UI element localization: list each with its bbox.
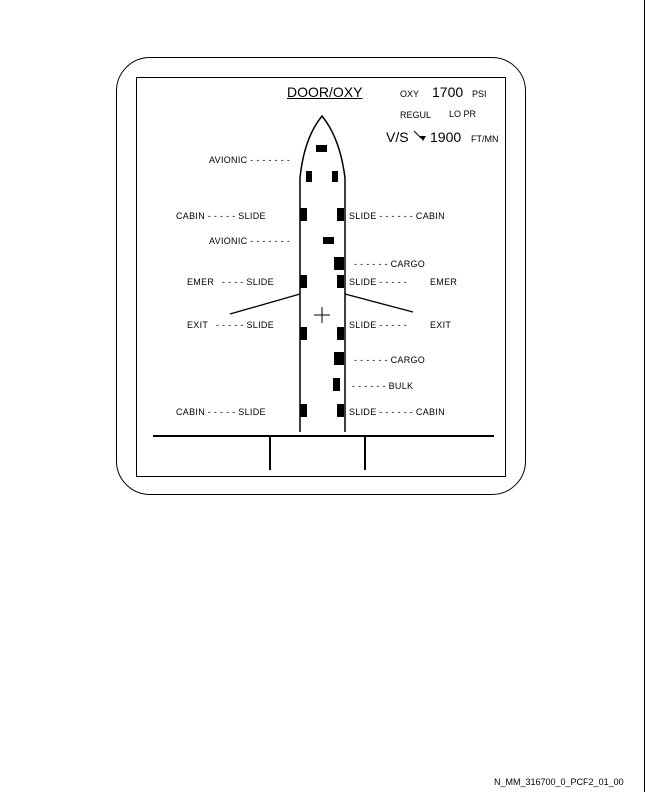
exit-right-door — [337, 327, 344, 340]
label-cabin-fwd-left: CABIN - - - - - SLIDE — [176, 211, 266, 221]
oxy-label: OXY — [400, 89, 420, 99]
regul-value: LO PR — [449, 109, 477, 119]
emer-left-door — [300, 275, 307, 288]
vs-label: V/S — [386, 129, 409, 145]
label-avionic-lower: AVIONIC - - - - - - - — [209, 236, 291, 246]
label-cabin-fwd-right: SLIDE - - - - - - CABIN — [349, 211, 445, 221]
cabin-fwd-left-door — [300, 208, 307, 221]
page-title: DOOR/OXY — [287, 84, 363, 100]
display-bezel — [116, 57, 526, 495]
vs-unit: FT/MN — [471, 134, 499, 144]
label-exit-right: EXIT — [430, 320, 452, 330]
left-wing — [229, 293, 301, 315]
emer-right-door — [337, 275, 344, 288]
exit-left-door — [300, 327, 307, 340]
label-bulk: - - - - - - BULK — [352, 381, 414, 391]
cargo-aft-door — [334, 352, 344, 365]
fuselage-outline — [299, 114, 346, 432]
cargo-fwd-door — [334, 257, 344, 270]
label-exit-left: EXIT — [187, 320, 209, 330]
vs-value: 1900 — [430, 129, 462, 145]
right-wing — [344, 293, 414, 313]
regul-label: REGUL — [400, 110, 432, 120]
vs-trend-arrow-head — [420, 136, 426, 141]
label-avionic-upper: AVIONIC - - - - - - - — [209, 155, 291, 165]
bulk-door — [333, 378, 340, 391]
display-screen — [136, 77, 506, 477]
label-emer-right: EMER — [430, 277, 458, 287]
label-emer-slide-left: - - - - SLIDE — [222, 277, 274, 287]
cabin-aft-right-door — [337, 404, 344, 417]
label-cargo-aft: - - - - - - CARGO — [354, 355, 426, 365]
page-edge-line — [644, 0, 645, 792]
label-cabin-aft-right: SLIDE - - - - - - CABIN — [349, 407, 445, 417]
label-slide-emer-right: SLIDE - - - - - — [349, 277, 407, 287]
avionic-door-lower — [323, 237, 334, 244]
label-exit-slide-left: - - - - - SLIDE — [216, 320, 274, 330]
label-cabin-aft-left: CABIN - - - - - SLIDE — [176, 407, 266, 417]
oxy-unit: PSI — [472, 89, 487, 99]
figure-reference: N_MM_316700_0_PCF2_01_00 — [494, 777, 624, 787]
oxy-value: 1700 — [432, 84, 464, 100]
cabin-fwd-right-door — [337, 208, 344, 221]
label-emer-left: EMER — [187, 277, 215, 287]
label-slide-exit-right: SLIDE - - - - - — [349, 320, 407, 330]
fwd-door-left-small — [306, 171, 312, 182]
label-cargo-fwd: - - - - - - CARGO — [354, 259, 426, 269]
avionic-door-upper — [316, 145, 327, 152]
fwd-door-right-small — [332, 171, 338, 182]
cabin-aft-left-door — [300, 404, 307, 417]
